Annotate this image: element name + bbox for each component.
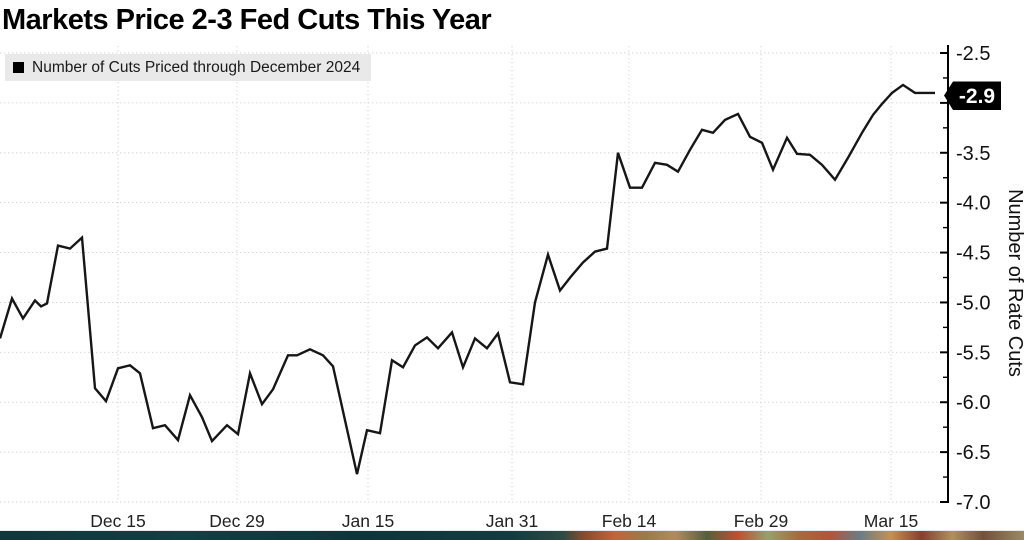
x-tick-label: Jan 31 [486, 511, 539, 531]
x-tick-label: Jan 15 [342, 511, 395, 531]
y-tick-label: -4.5 [956, 243, 990, 265]
y-tick-label: -5.5 [956, 342, 990, 364]
y-tick-label: -2.5 [956, 43, 990, 65]
chart-title: Markets Price 2-3 Fed Cuts This Year [2, 4, 492, 36]
y-axis [940, 45, 949, 504]
y-tick-label: -6.0 [956, 392, 990, 414]
last-value-badge: -2.9 [944, 81, 1001, 110]
x-tick-label: Mar 15 [864, 511, 918, 531]
legend-swatch-icon [13, 62, 24, 73]
y-tick-label: -5.0 [956, 292, 990, 314]
x-tick-label: Feb 29 [734, 511, 788, 531]
x-tick-label: Dec 15 [90, 511, 145, 531]
y-tick-label: -4.0 [956, 193, 990, 215]
gridlines [0, 46, 948, 503]
y-axis-tick-labels: -2.5-3.0-3.5-4.0-4.5-5.0-5.5-6.0-6.5-7.0 [956, 43, 990, 514]
legend: Number of Cuts Priced through December 2… [5, 54, 372, 81]
legend-label: Number of Cuts Priced through December 2… [32, 58, 361, 76]
photo-strip [0, 530, 1024, 540]
x-axis-tick-labels: Dec 15 Dec 29 Jan 15 Jan 31 Feb 14 Feb 29 Mar … [90, 511, 918, 531]
y-tick-label: -7.0 [956, 492, 990, 514]
series-line [0, 83, 935, 475]
x-tick-label: Feb 14 [602, 511, 657, 531]
y-tick-label: -6.5 [956, 442, 990, 464]
y-tick-label: -3.5 [956, 143, 990, 165]
y-axis-title: Number of Rate Cuts [1004, 189, 1024, 377]
x-tick-label: Dec 29 [209, 511, 264, 531]
last-value-label: -2.9 [959, 85, 995, 108]
